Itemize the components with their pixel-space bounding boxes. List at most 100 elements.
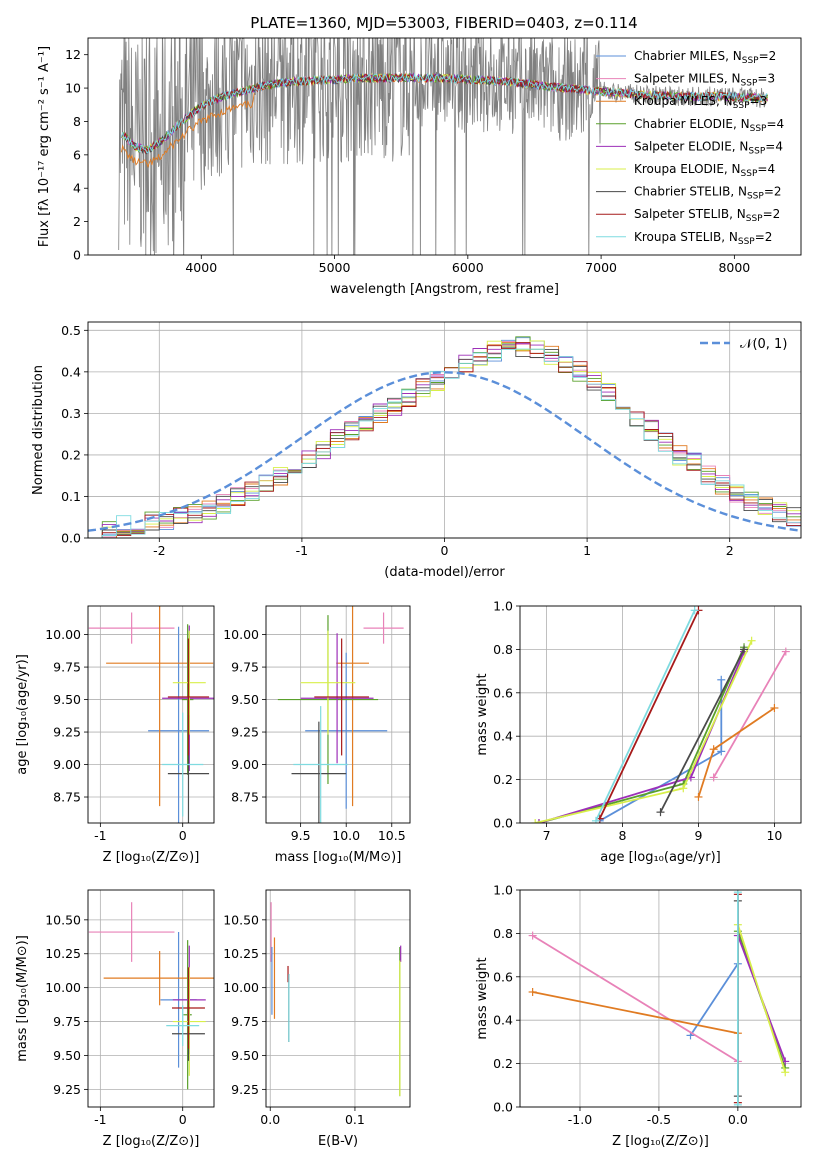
y-axis-label: Flux [fλ 10⁻¹⁷ erg cm⁻² s⁻¹ A⁻¹] — [37, 46, 52, 247]
y-tick-label: 0.8 — [493, 926, 513, 941]
y-tick-label: 0.0 — [61, 531, 81, 546]
axes-frame — [265, 605, 411, 824]
y-tick-label: 10.00 — [223, 980, 259, 995]
y-tick-label: 0.0 — [493, 816, 513, 831]
x-tick-label: 0 — [441, 543, 449, 558]
y-axis-label: mass weight — [475, 957, 490, 1039]
axes-frame — [87, 321, 802, 539]
y-tick-label: 0.1 — [61, 489, 81, 504]
axes-frame — [265, 889, 411, 1108]
y-tick-label: 9.25 — [53, 1082, 81, 1097]
legend: Chabrier MILES, NSSP=2 Salpeter MILES, NS… — [596, 49, 784, 247]
legend-entry: Chabrier ELODIE, NSSP=4 — [634, 117, 784, 134]
weight-line-salpeter_miles — [712, 651, 787, 778]
chart-mass_vs_ebv: 0.0 0.1 9.25 9.50 9.75 10.00 10.25 10.50 E(B-V) — [223, 889, 411, 1149]
chart-mass_vs_Z: -1 0 9.25 9.50 9.75 10.00 10.25 10.50 Z [log₁₀(Z… — [15, 889, 215, 1149]
y-tick-label: 10.50 — [223, 912, 259, 927]
y-tick-label: 10 — [65, 81, 81, 96]
axes-frame — [87, 37, 802, 256]
points-area — [88, 606, 214, 823]
y-tick-label: 6 — [73, 147, 81, 162]
y-tick-label: 9.25 — [53, 725, 81, 740]
y-tick-label: 0.8 — [493, 642, 513, 657]
y-tick-label: 9.50 — [53, 692, 81, 707]
y-tick-label: 10.00 — [45, 627, 81, 642]
chart-weight_vs_Z: -1.0 -0.5 0.0 0.0 0.2 0.4 0.6 0.8 1.0 Z [log₁₀(Z/… — [475, 883, 802, 1149]
y-tick-label: 9.75 — [231, 660, 259, 675]
x-tick-label: 0.0 — [260, 1112, 280, 1127]
y-tick-label: 0.3 — [61, 406, 81, 421]
weight-line-kroupa_stelib — [595, 609, 696, 822]
y-tick-label: 1.0 — [493, 883, 513, 898]
x-tick-label: 5000 — [319, 260, 351, 275]
normal-curve — [88, 371, 801, 532]
legend-entry: Kroupa MILES, NSSP=3 — [634, 94, 767, 111]
x-axis-label: mass [log₁₀(M/M⊙)] — [275, 850, 402, 865]
y-tick-label: 9.00 — [53, 757, 81, 772]
axes-frame — [519, 889, 802, 1108]
y-tick-label: 8.75 — [53, 790, 81, 805]
y-tick-label: 0.5 — [61, 323, 81, 338]
chart-age_vs_mass: 9.5 10.0 10.5 8.75 9.00 9.25 9.50 9.75 10.00 mass… — [223, 605, 411, 865]
x-tick-label: 9.5 — [291, 828, 311, 843]
chart-spectrum: 4000 5000 6000 7000 8000 0 2 4 6 8 10 12 wavelength … — [37, 37, 802, 297]
points-area — [88, 902, 214, 1090]
y-axis-label: Normed distribution — [31, 365, 46, 495]
legend-entry: Salpeter STELIB, NSSP=2 — [634, 207, 780, 224]
weight-line-chabrier_stelib — [659, 648, 745, 813]
x-tick-label: 0 — [179, 828, 187, 843]
y-tick-label: 9.75 — [53, 660, 81, 675]
y-tick-label: 0.2 — [493, 772, 513, 787]
y-tick-label: 0.2 — [493, 1056, 513, 1071]
x-tick-label: 10.5 — [378, 828, 406, 843]
x-axis-label: E(B-V) — [318, 1134, 358, 1149]
y-tick-label: 12 — [65, 47, 81, 62]
y-tick-label: 9.00 — [231, 757, 259, 772]
x-tick-label: -1 — [94, 828, 106, 843]
plot-layer: 4000 5000 6000 7000 8000024681012wavelength … — [15, 37, 802, 1149]
x-tick-label: -1 — [296, 543, 308, 558]
legend-entry: Salpeter ELODIE, NSSP=4 — [634, 139, 783, 156]
points-area — [277, 606, 404, 823]
y-axis-label: age [log₁₀(age/yr)] — [15, 654, 30, 775]
axes-frame — [87, 889, 215, 1108]
x-tick-label: 0 — [179, 1112, 187, 1127]
y-tick-label: 9.75 — [231, 1014, 259, 1029]
y-tick-label: 8.75 — [231, 790, 259, 805]
weight-line-kroupa_miles — [697, 707, 775, 798]
x-tick-label: 8000 — [718, 260, 750, 275]
y-tick-label: 10.50 — [45, 912, 81, 927]
y-tick-label: 1.0 — [493, 599, 513, 614]
x-axis-label: age [log₁₀(age/yr)] — [600, 850, 721, 865]
weight-line-salpeter_stelib — [598, 609, 700, 820]
figure-title: PLATE=1360, MJD=53003, FIBERID=0403, z=0… — [250, 14, 637, 32]
y-tick-label: 9.50 — [231, 692, 259, 707]
x-tick-label: 10.0 — [332, 828, 360, 843]
legend-entry: Chabrier MILES, NSSP=2 — [634, 49, 776, 66]
x-tick-label: 8 — [619, 828, 627, 843]
hist-step-kroupa_elodie — [88, 340, 801, 538]
hist-step-chabrier_stelib — [88, 346, 801, 538]
y-tick-label: 10.25 — [45, 946, 81, 961]
spectrum-plot-area — [118, 38, 769, 255]
legend-entry: Kroupa STELIB, NSSP=2 — [634, 230, 772, 247]
x-tick-label: 9 — [694, 828, 702, 843]
y-axis-label: mass [log₁₀(M/M⊙)] — [15, 935, 30, 1062]
weight-line-kroupa_miles — [532, 991, 739, 1035]
chart-residuals: -2 -1 0 1 2 0.0 0.1 0.2 0.3 0.4 0.5 (data-model)/er… — [31, 321, 802, 580]
axes-frame — [519, 605, 802, 824]
legend-entry: Salpeter MILES, NSSP=3 — [634, 72, 775, 89]
x-tick-label: -1.0 — [568, 1112, 592, 1127]
x-tick-label: 4000 — [185, 260, 217, 275]
x-tick-label: 0.0 — [728, 1112, 748, 1127]
x-tick-label: -0.5 — [647, 1112, 671, 1127]
x-axis-label: (data-model)/error — [384, 565, 505, 580]
legend-entry: 𝒩(0, 1) — [740, 337, 787, 352]
y-tick-label: 0.2 — [61, 447, 81, 462]
x-axis-label: wavelength [Angstrom, rest frame] — [330, 282, 559, 297]
x-tick-label: 0.1 — [345, 1112, 365, 1127]
y-tick-label: 0.4 — [493, 1013, 513, 1028]
lines-area — [528, 890, 790, 1107]
model-line-kroupa_stelib — [120, 72, 768, 154]
